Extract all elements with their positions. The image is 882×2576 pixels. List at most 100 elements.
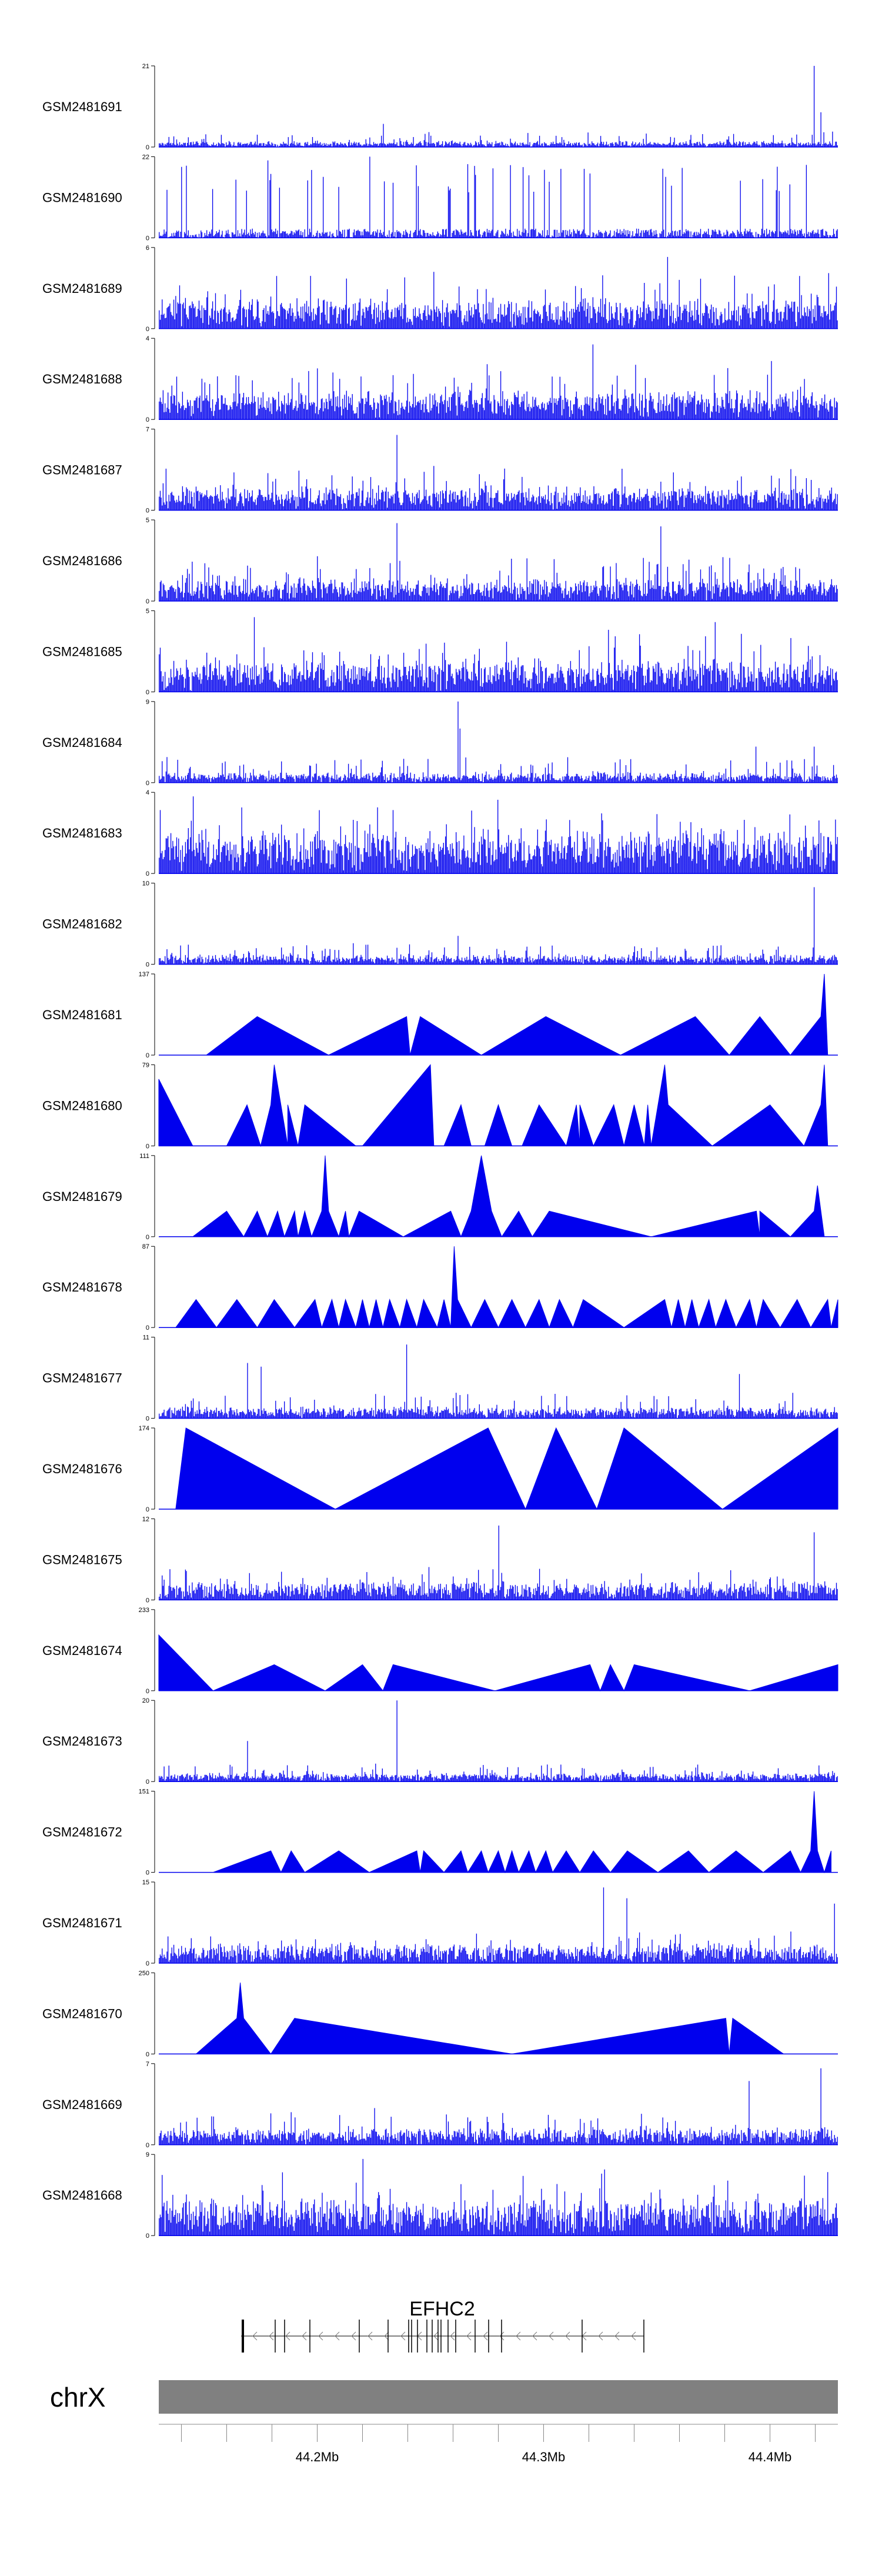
strand-arrow (433, 2331, 439, 2341)
y-tick-label-min: 0 (146, 1416, 149, 1423)
strand-arrow (318, 2331, 323, 2341)
y-tick-label-max: 5 (146, 608, 149, 615)
signal-bars (159, 701, 838, 783)
track-label: GSM2481672 (42, 1825, 122, 1840)
strand-arrow (549, 2331, 554, 2341)
strand-arrow (384, 2331, 389, 2341)
track-label: GSM2481684 (42, 735, 122, 750)
strand-arrow (252, 2331, 258, 2341)
y-tick-label-max: 250 (139, 1970, 149, 1977)
signal-bars (159, 617, 838, 692)
y-tick-label-min: 0 (146, 1506, 149, 1513)
y-tick-label-min: 0 (146, 1324, 149, 1332)
track-label: GSM2481673 (42, 1734, 122, 1749)
y-tick-label-min: 0 (146, 508, 149, 515)
signal-area (195, 1982, 785, 2055)
track-label: GSM2481683 (42, 826, 122, 840)
track-label: GSM2481681 (42, 1007, 122, 1022)
strand-arrow (532, 2331, 537, 2341)
y-tick-label-min: 0 (146, 1778, 149, 1786)
strand-arrow (302, 2331, 307, 2341)
y-tick-label-min: 0 (146, 598, 149, 605)
y-tick-label-max: 9 (146, 699, 149, 706)
y-tick-label-min: 0 (146, 326, 149, 333)
y-tick-label-min: 0 (146, 2233, 149, 2240)
y-tick-label-min: 0 (146, 1143, 149, 1150)
y-tick-label-min: 0 (146, 2142, 149, 2149)
y-tick-label-min: 0 (146, 1597, 149, 1604)
track-label: GSM2481682 (42, 917, 122, 932)
genome-axis-label: 44.2Mb (296, 2450, 339, 2464)
track-label: GSM2481676 (42, 1461, 122, 1476)
y-tick-label-min: 0 (146, 1960, 149, 1967)
track-label: GSM2481670 (42, 2006, 122, 2021)
track-label: GSM2481669 (42, 2097, 122, 2112)
signal-area (192, 1155, 825, 1238)
y-tick-label-min: 0 (146, 689, 149, 696)
y-tick-label-max: 87 (142, 1243, 149, 1250)
y-tick-label-max: 10 (142, 880, 149, 887)
signal-bars (159, 2158, 838, 2236)
y-tick-label-max: 11 (143, 1334, 149, 1342)
strand-arrow (499, 2331, 505, 2341)
signal-area (175, 1246, 838, 1329)
signal-bars (159, 1525, 838, 1600)
y-tick-label-max: 6 (146, 245, 149, 252)
track-label: GSM2481688 (42, 372, 122, 386)
y-tick-label-min: 0 (146, 780, 149, 787)
y-tick-label-max: 4 (146, 335, 149, 342)
signal-bars (159, 66, 838, 147)
signal-area (175, 1427, 838, 1510)
y-tick-label-min: 0 (146, 144, 149, 151)
strand-arrow (614, 2331, 620, 2341)
signal-area (213, 1791, 831, 1874)
track-label: GSM2481686 (42, 553, 122, 568)
signal-bars (159, 344, 838, 420)
signal-bars (159, 1700, 838, 1782)
track-label: GSM2481671 (42, 1916, 122, 1930)
track-label: GSM2481687 (42, 463, 122, 478)
y-tick-label-max: 5 (146, 517, 149, 524)
y-tick-label-min: 0 (146, 1870, 149, 1877)
track-label: GSM2481685 (42, 644, 122, 659)
y-tick-label-min: 0 (146, 2051, 149, 2058)
signal-bars (159, 887, 838, 965)
signal-area (158, 1064, 828, 1147)
genome-axis-label: 44.4Mb (749, 2450, 791, 2464)
y-tick-label-max: 7 (146, 426, 149, 433)
track-label: GSM2481679 (42, 1189, 122, 1204)
track-label: GSM2481674 (42, 1643, 122, 1658)
strand-arrow (368, 2331, 373, 2341)
y-tick-label-min: 0 (146, 1052, 149, 1059)
signal-bars (159, 1344, 838, 1419)
y-tick-label-min: 0 (146, 416, 149, 423)
strand-arrow (483, 2331, 488, 2341)
strand-arrow (335, 2331, 340, 2341)
y-tick-label-max: 79 (142, 1062, 149, 1069)
signal-bars (159, 256, 838, 329)
strand-arrow (565, 2331, 570, 2341)
y-tick-label-max: 111 (139, 1153, 149, 1160)
y-tick-label-max: 9 (146, 2151, 149, 2158)
strand-arrow (285, 2331, 290, 2341)
signal-bars (159, 523, 838, 601)
y-tick-label-max: 151 (139, 1788, 149, 1796)
gene-name: EFHC2 (409, 2298, 475, 2320)
strand-arrow (400, 2331, 406, 2341)
y-tick-label-max: 21 (142, 63, 149, 70)
y-tick-label-max: 233 (139, 1607, 149, 1614)
signal-bars (159, 435, 838, 510)
strand-arrow (516, 2331, 521, 2341)
track-label: GSM2481677 (42, 1371, 122, 1386)
signal-bars (159, 1887, 838, 1963)
y-tick-label-min: 0 (146, 1688, 149, 1695)
y-tick-label-max: 7 (146, 2061, 149, 2068)
strand-arrow (450, 2331, 455, 2341)
y-tick-label-max: 137 (139, 971, 149, 978)
y-tick-label-max: 4 (146, 789, 149, 796)
y-tick-label-max: 22 (142, 154, 149, 161)
chromosome-ideogram (159, 2380, 838, 2414)
track-label: GSM2481680 (42, 1098, 122, 1113)
track-label: GSM2481675 (42, 1552, 122, 1567)
